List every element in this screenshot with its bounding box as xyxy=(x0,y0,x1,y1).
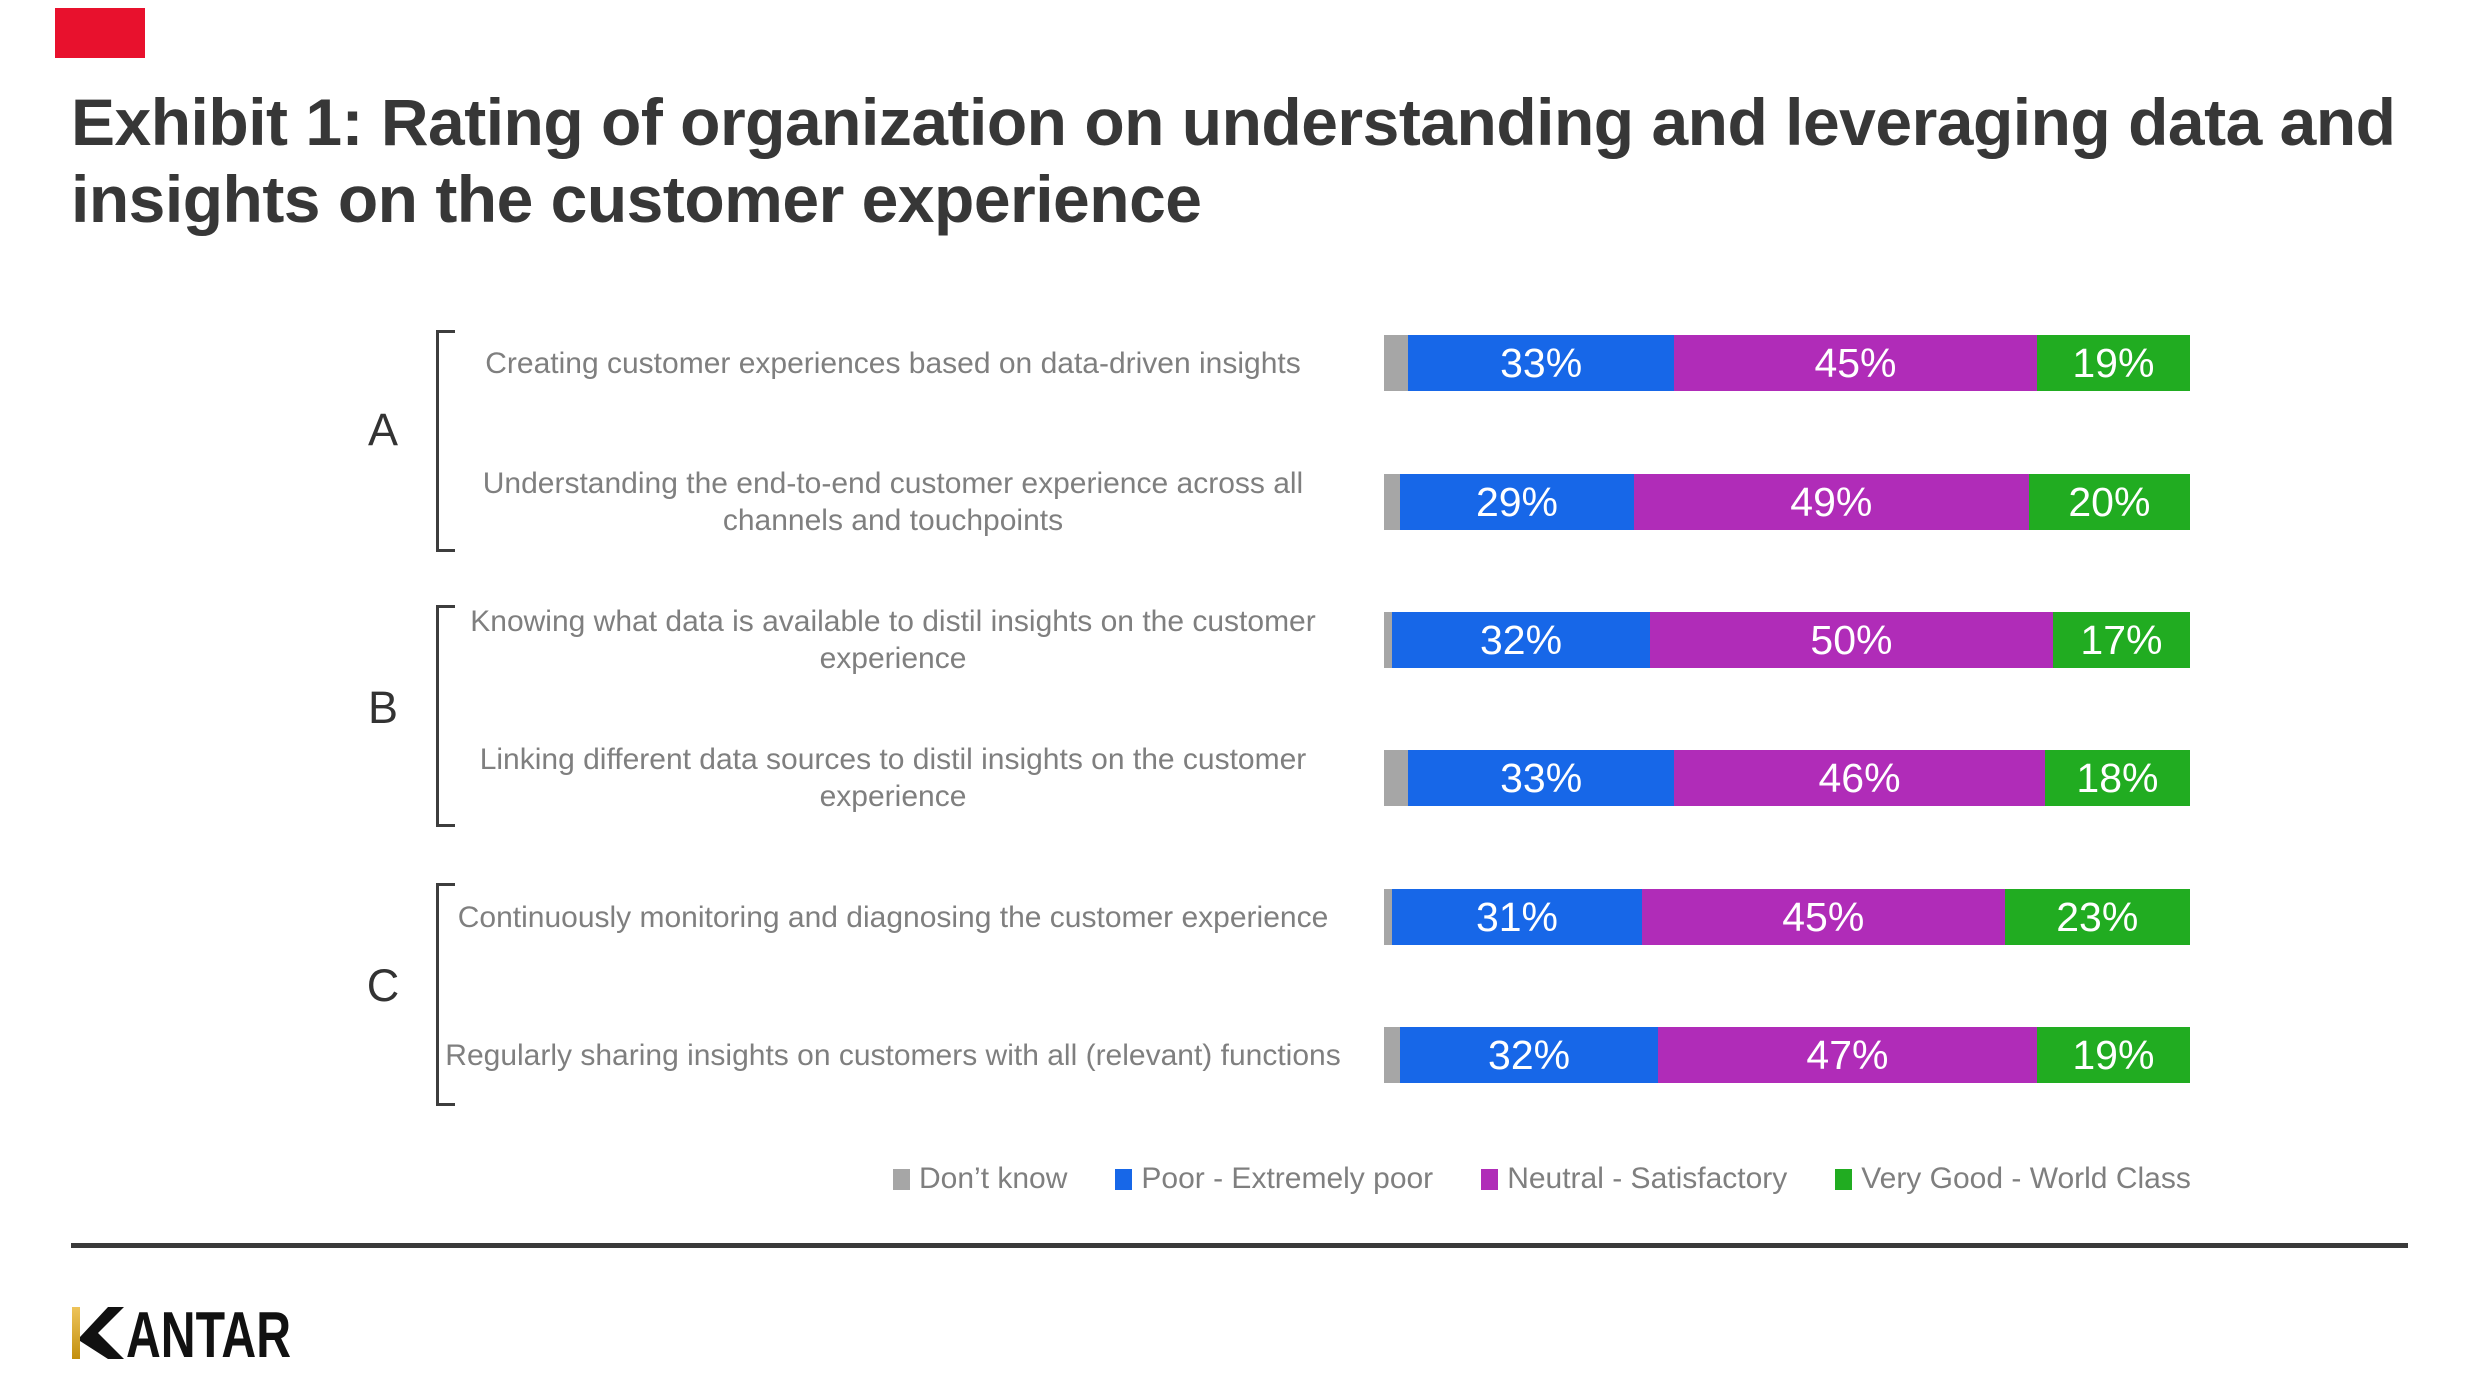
legend-label: Very Good - World Class xyxy=(1861,1162,2191,1195)
segment-value-label: 32% xyxy=(1488,1031,1571,1078)
segment-neutral-satisfactory: 45% xyxy=(1674,335,2037,391)
group-bracket-B xyxy=(436,605,455,827)
legend-label: Neutral - Satisfactory xyxy=(1507,1162,1788,1195)
segment-very-good-world-class: 23% xyxy=(2004,889,2190,945)
category-label: Knowing what data is available to distil… xyxy=(470,605,1316,675)
group-letter-C: C xyxy=(366,960,400,1011)
group-bracket-C xyxy=(436,883,455,1106)
logo-gold-bar xyxy=(72,1307,80,1359)
logo-k-arms xyxy=(80,1307,124,1359)
segment-value-label: 33% xyxy=(1500,339,1583,386)
category-label: Creating customer experiences based on d… xyxy=(485,346,1301,380)
segment-value-label: 23% xyxy=(2056,893,2139,940)
segment-value-label: 17% xyxy=(2080,616,2163,663)
segment-don-t-know xyxy=(1384,1027,1401,1083)
segment-value-label: 31% xyxy=(1475,893,1558,940)
segment-value-label: 49% xyxy=(1790,478,1873,525)
bar-row: 33% 46% 18% xyxy=(1384,750,2190,806)
segment-value-label: 50% xyxy=(1810,616,1893,663)
segment-very-good-world-class: 17% xyxy=(2052,612,2190,668)
group-letter-A: A xyxy=(367,404,398,455)
category-label: Continuously monitoring and diagnosing t… xyxy=(457,900,1329,934)
bar-row: 29% 49% 20% xyxy=(1384,474,2190,530)
segment-poor-extremely-poor: 32% xyxy=(1392,612,1650,668)
segment-value-label: 45% xyxy=(1814,339,1897,386)
segment-neutral-satisfactory: 46% xyxy=(1674,750,2045,806)
segment-value-label: 45% xyxy=(1782,893,1865,940)
segment-value-label: 19% xyxy=(2072,1031,2155,1078)
segment-poor-extremely-poor: 33% xyxy=(1408,750,1675,806)
bar-row: 32% 47% 19% xyxy=(1384,1027,2190,1083)
legend-swatch xyxy=(1481,1168,1499,1190)
legend-item: Poor - Extremely poor xyxy=(1115,1162,1433,1196)
exhibit-title: Exhibit 1: Rating of organization on und… xyxy=(71,84,2421,238)
logo-wordmark-rest: ANTAR xyxy=(126,1307,291,1359)
bar-row: 31% 45% 23% xyxy=(1384,889,2190,945)
segment-value-label: 33% xyxy=(1500,754,1583,801)
legend-swatch xyxy=(1115,1168,1133,1190)
kantar-logo: ANTAR xyxy=(72,1307,291,1359)
segment-neutral-satisfactory: 49% xyxy=(1633,474,2029,530)
legend-swatch xyxy=(893,1168,910,1190)
segment-neutral-satisfactory: 45% xyxy=(1641,889,2005,945)
segment-very-good-world-class: 19% xyxy=(2036,1027,2190,1083)
segment-very-good-world-class: 20% xyxy=(2028,474,2190,530)
segment-don-t-know xyxy=(1384,474,1401,530)
title-line-1: Exhibit 1: Rating of organization on und… xyxy=(71,85,2396,159)
group-bracket-A xyxy=(436,330,455,552)
footer-rule xyxy=(71,1243,2408,1248)
segment-poor-extremely-poor: 33% xyxy=(1408,335,1675,391)
category-label: Regularly sharing insights on customers … xyxy=(445,1038,1341,1072)
segment-poor-extremely-poor: 29% xyxy=(1400,474,1634,530)
legend: Don’t know Poor - Extremely poor Neutral -… xyxy=(893,1156,2191,1202)
segment-don-t-know xyxy=(1384,750,1409,806)
bar-row: 32% 50% 17% xyxy=(1384,612,2190,668)
segment-don-t-know xyxy=(1384,335,1409,391)
category-label: Understanding the end-to-end customer ex… xyxy=(482,467,1304,537)
segment-value-label: 47% xyxy=(1806,1031,1889,1078)
segment-value-label: 29% xyxy=(1475,478,1558,525)
segment-value-label: 46% xyxy=(1818,754,1901,801)
segment-value-label: 18% xyxy=(2076,754,2159,801)
segment-don-t-know xyxy=(1384,889,1393,945)
segment-poor-extremely-poor: 31% xyxy=(1392,889,1642,945)
segment-value-label: 20% xyxy=(2068,478,2151,525)
legend-label: Poor - Extremely poor xyxy=(1141,1162,1434,1195)
bar-row: 33% 45% 19% xyxy=(1384,335,2190,391)
category-label: Linking different data sources to distil… xyxy=(479,743,1307,813)
segment-don-t-know xyxy=(1384,612,1393,668)
segment-very-good-world-class: 19% xyxy=(2036,335,2190,391)
segment-neutral-satisfactory: 50% xyxy=(1649,612,2053,668)
segment-value-label: 19% xyxy=(2072,339,2155,386)
red-accent-square xyxy=(55,8,145,58)
title-line-2: insights on the customer experience xyxy=(71,162,1202,236)
legend-item: Neutral - Satisfactory xyxy=(1481,1162,1787,1196)
legend-swatch xyxy=(1835,1168,1853,1190)
segment-neutral-satisfactory: 47% xyxy=(1658,1027,2037,1083)
legend-item: Very Good - World Class xyxy=(1835,1162,2191,1196)
legend-item: Don’t know xyxy=(893,1162,1067,1196)
segment-poor-extremely-poor: 32% xyxy=(1400,1027,1659,1083)
legend-label: Don’t know xyxy=(919,1162,1068,1195)
group-letter-B: B xyxy=(367,682,398,733)
segment-very-good-world-class: 18% xyxy=(2044,750,2190,806)
segment-value-label: 32% xyxy=(1479,616,1563,663)
